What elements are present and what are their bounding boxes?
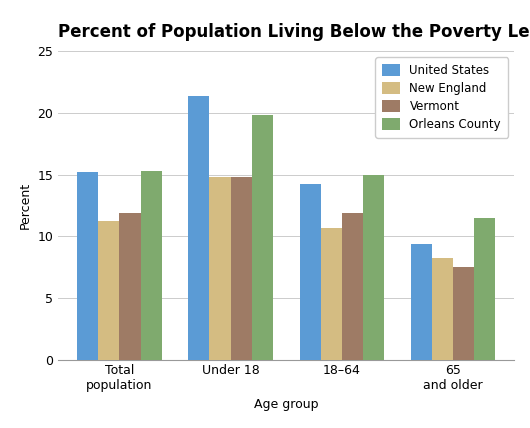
Bar [453, 267, 474, 360]
Bar [140, 171, 162, 360]
Bar [321, 228, 342, 360]
Bar [209, 177, 231, 360]
Text: Percent of Population Living Below the Poverty Level: Percent of Population Living Below the P… [58, 24, 530, 42]
Bar [342, 213, 363, 360]
Y-axis label: Percent: Percent [19, 182, 32, 229]
Legend: United States, New England, Vermont, Orleans County: United States, New England, Vermont, Orl… [375, 57, 508, 138]
Bar [474, 218, 495, 360]
Bar [432, 259, 453, 360]
Bar [252, 116, 273, 360]
Bar [231, 177, 252, 360]
Bar [411, 244, 432, 360]
Bar [77, 172, 99, 360]
Bar [363, 175, 384, 360]
Bar [99, 221, 119, 360]
X-axis label: Age group: Age group [254, 398, 319, 411]
Bar [299, 184, 321, 360]
Bar [119, 213, 140, 360]
Bar [188, 96, 209, 360]
